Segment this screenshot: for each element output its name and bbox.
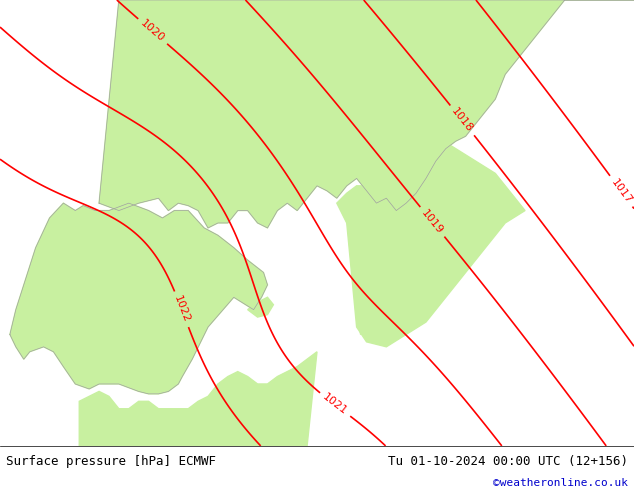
Polygon shape (337, 136, 525, 347)
Text: 1018: 1018 (450, 106, 475, 134)
Text: Tu 01-10-2024 00:00 UTC (12+156): Tu 01-10-2024 00:00 UTC (12+156) (387, 455, 628, 468)
Text: Surface pressure [hPa] ECMWF: Surface pressure [hPa] ECMWF (6, 455, 216, 468)
Polygon shape (99, 0, 634, 228)
Polygon shape (10, 203, 268, 394)
Text: 1017: 1017 (609, 177, 633, 205)
Text: ©weatheronline.co.uk: ©weatheronline.co.uk (493, 478, 628, 489)
Text: 1022: 1022 (172, 294, 191, 324)
Polygon shape (248, 297, 273, 317)
Polygon shape (356, 268, 392, 335)
Text: 1021: 1021 (321, 392, 349, 417)
Polygon shape (366, 223, 386, 260)
Text: 1019: 1019 (420, 208, 445, 236)
Polygon shape (79, 352, 317, 446)
Text: 1020: 1020 (139, 19, 167, 44)
